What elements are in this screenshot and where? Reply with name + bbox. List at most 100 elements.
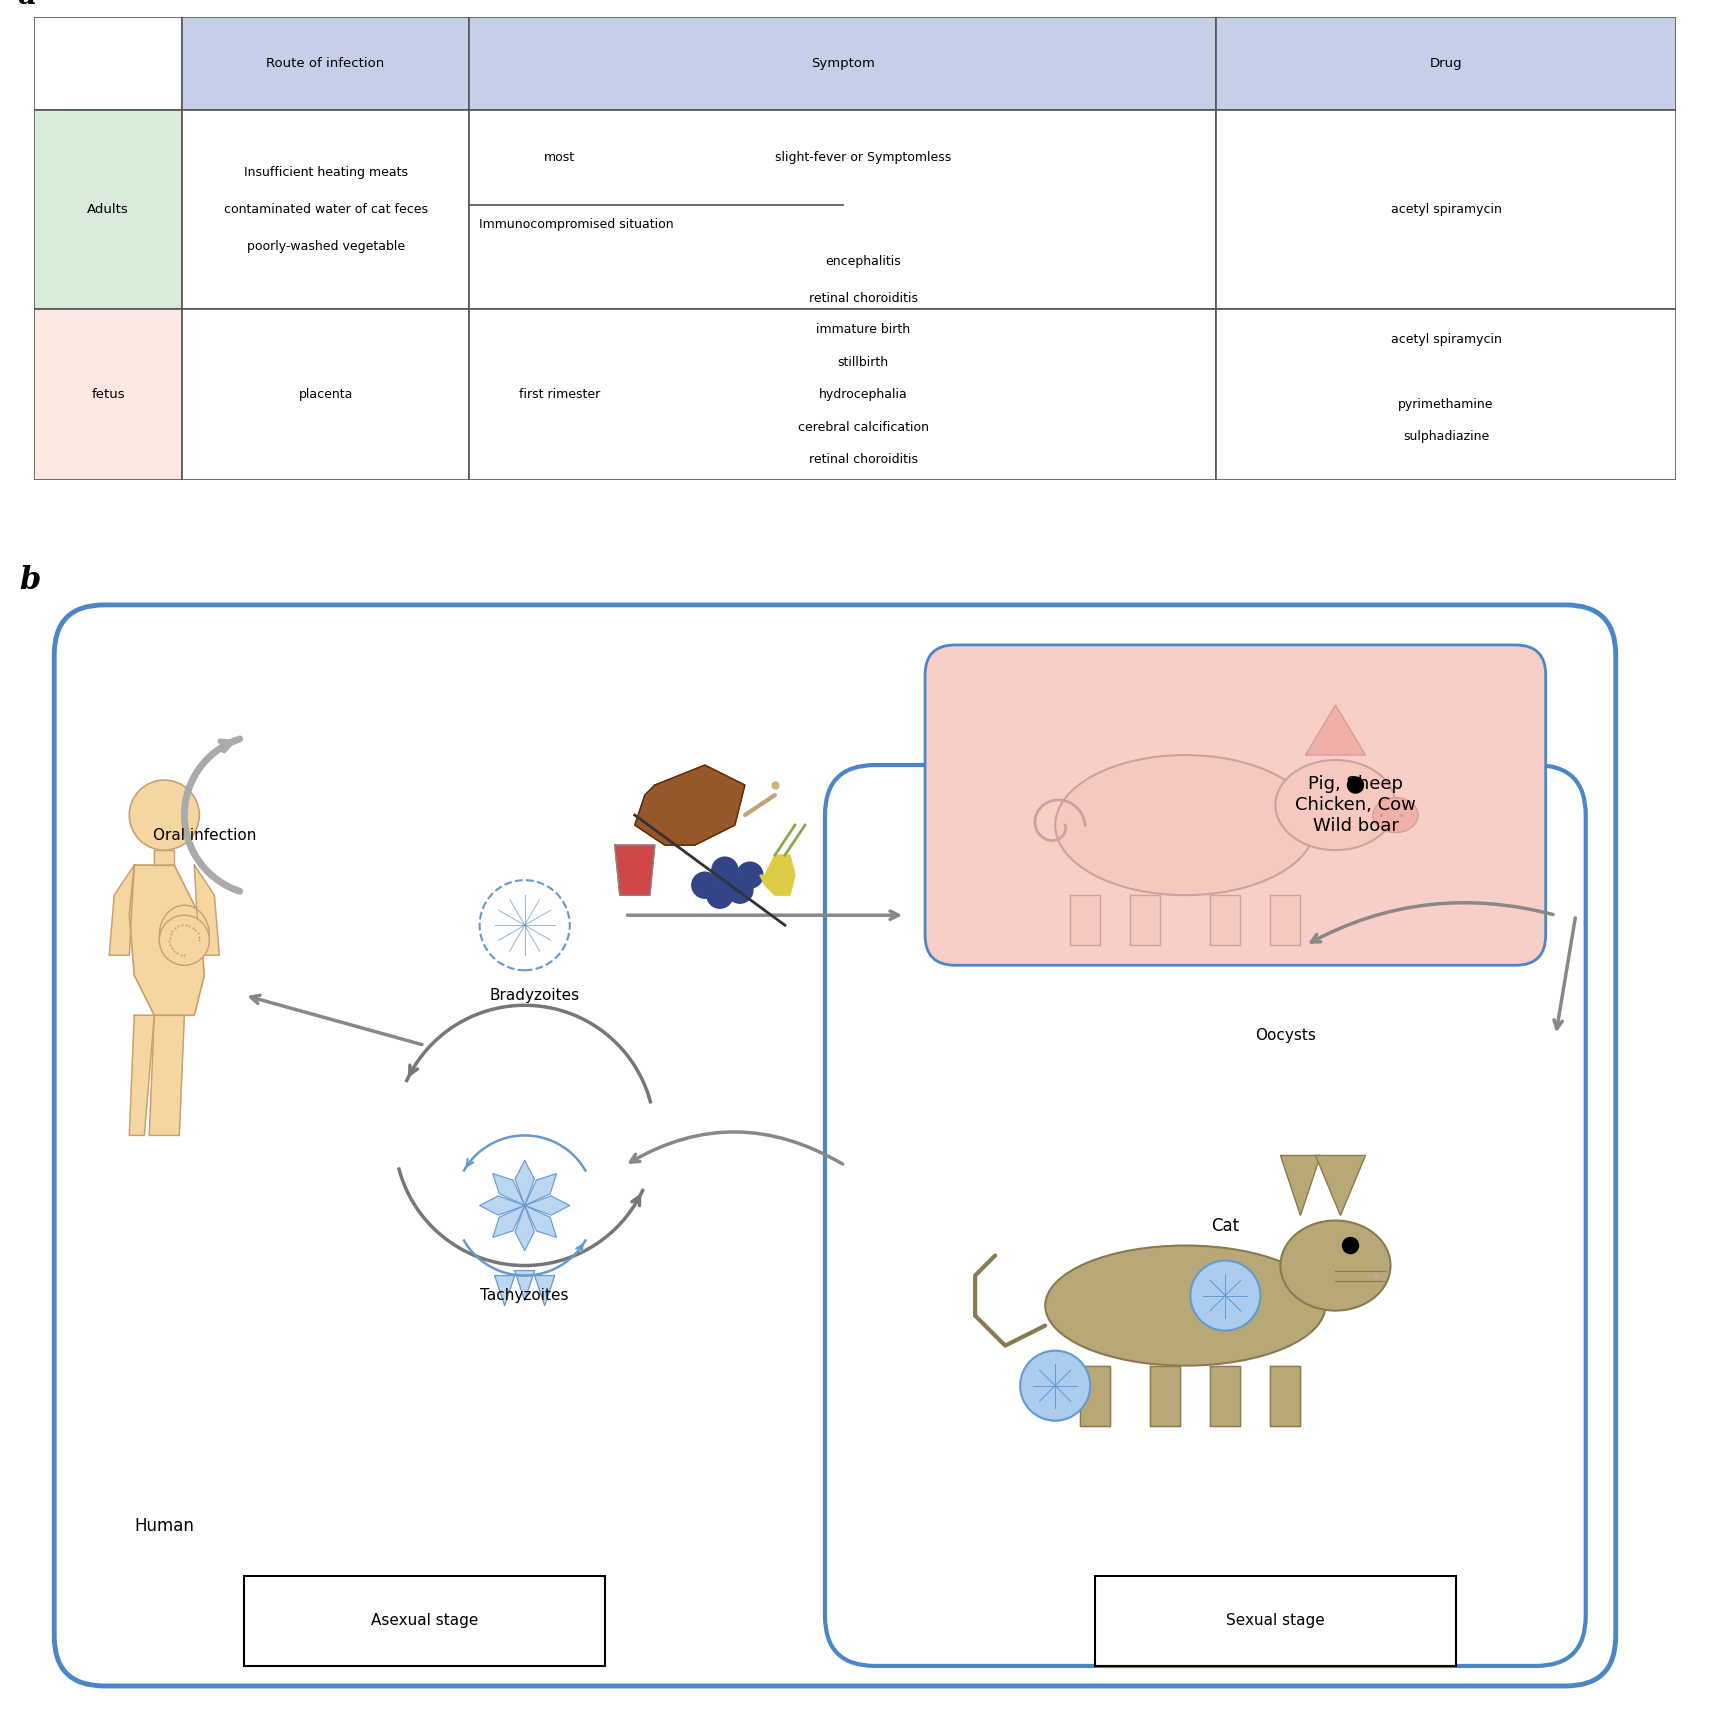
Ellipse shape [1373, 798, 1418, 832]
Bar [34, 17, 181, 110]
Polygon shape [1281, 1155, 1320, 1215]
Text: hydrocephalia: hydrocephalia [819, 388, 908, 402]
Text: stillbirth: stillbirth [838, 355, 889, 369]
Circle shape [706, 882, 734, 908]
Text: acetyl spiramycin: acetyl spiramycin [1390, 202, 1501, 216]
Circle shape [1021, 1350, 1091, 1421]
Text: Adults: Adults [87, 202, 128, 216]
Bar [469, 17, 1216, 110]
Circle shape [1190, 1261, 1260, 1330]
Text: Asexual stage: Asexual stage [371, 1613, 479, 1628]
Polygon shape [759, 855, 795, 896]
Circle shape [737, 861, 763, 889]
Text: pyrimethamine: pyrimethamine [1399, 398, 1495, 410]
Text: Immunocompromised situation: Immunocompromised situation [479, 218, 674, 232]
Ellipse shape [159, 906, 209, 964]
Text: Sexual stage: Sexual stage [1226, 1613, 1325, 1628]
Text: poorly-washed vegetable: poorly-washed vegetable [246, 240, 405, 252]
Text: Tachyzoites: Tachyzoites [481, 1289, 569, 1302]
Bar [1216, 309, 1676, 480]
Bar [34, 309, 181, 480]
Text: Human: Human [135, 1517, 195, 1534]
Bar [1216, 17, 1676, 110]
Text: cerebral calcification: cerebral calcification [797, 420, 929, 434]
Bar [469, 309, 1216, 480]
Circle shape [159, 915, 209, 964]
Polygon shape [154, 849, 174, 865]
Text: Route of infection: Route of infection [267, 57, 385, 70]
Text: slight-fever or Symptomless: slight-fever or Symptomless [775, 151, 951, 165]
Polygon shape [1315, 1155, 1366, 1215]
Polygon shape [479, 1196, 525, 1215]
Circle shape [711, 858, 739, 884]
Polygon shape [149, 1016, 185, 1136]
Polygon shape [1130, 896, 1161, 946]
Text: Cat: Cat [1211, 1217, 1240, 1234]
FancyBboxPatch shape [245, 1575, 605, 1666]
Text: Oral infection: Oral infection [152, 827, 256, 843]
Ellipse shape [1281, 1220, 1390, 1311]
Text: a: a [17, 0, 38, 10]
Polygon shape [1271, 896, 1300, 946]
Bar [181, 309, 469, 480]
Text: Drug: Drug [1430, 57, 1462, 70]
Text: Bradyzoites: Bradyzoites [489, 988, 580, 1002]
Circle shape [1342, 1237, 1358, 1253]
Polygon shape [1271, 1366, 1300, 1426]
Polygon shape [494, 1275, 515, 1306]
Text: Symptom: Symptom [811, 57, 874, 70]
Circle shape [1347, 777, 1363, 793]
Text: contaminated water of cat feces: contaminated water of cat feces [224, 202, 428, 216]
Polygon shape [1081, 1366, 1110, 1426]
Text: retinal choroiditis: retinal choroiditis [809, 292, 918, 305]
Text: Pig, Sheep
Chicken, Cow
Wild boar: Pig, Sheep Chicken, Cow Wild boar [1294, 776, 1416, 836]
Polygon shape [515, 1270, 535, 1301]
Polygon shape [525, 1174, 556, 1206]
Ellipse shape [1055, 755, 1315, 896]
Polygon shape [109, 865, 135, 956]
Text: b: b [19, 565, 41, 595]
Circle shape [693, 872, 718, 897]
Text: first rimester: first rimester [518, 388, 600, 402]
FancyBboxPatch shape [1094, 1575, 1455, 1666]
Ellipse shape [1045, 1246, 1325, 1366]
Polygon shape [492, 1174, 525, 1206]
Text: immature birth: immature birth [816, 323, 910, 336]
Polygon shape [525, 1196, 569, 1215]
Polygon shape [1211, 1366, 1240, 1426]
Polygon shape [1211, 896, 1240, 946]
Polygon shape [535, 1275, 554, 1306]
FancyBboxPatch shape [925, 645, 1546, 964]
Text: retinal choroiditis: retinal choroiditis [809, 453, 918, 467]
Polygon shape [515, 1206, 534, 1251]
Text: fetus: fetus [91, 388, 125, 402]
FancyBboxPatch shape [824, 765, 1585, 1666]
Circle shape [130, 781, 200, 849]
Polygon shape [195, 865, 219, 956]
Text: placenta: placenta [299, 388, 352, 402]
Polygon shape [634, 765, 746, 846]
Text: sulphadiazine: sulphadiazine [1402, 431, 1489, 443]
Polygon shape [616, 846, 655, 896]
Text: acetyl spiramycin: acetyl spiramycin [1390, 333, 1501, 345]
Text: Insufficient heating meats: Insufficient heating meats [243, 166, 407, 178]
Bar [469, 110, 1216, 309]
Ellipse shape [1276, 760, 1395, 849]
FancyBboxPatch shape [55, 606, 1616, 1685]
Polygon shape [1305, 705, 1366, 755]
Text: Oocysts: Oocysts [1255, 1028, 1317, 1043]
Polygon shape [515, 1160, 534, 1206]
Circle shape [727, 877, 752, 903]
Polygon shape [1070, 896, 1100, 946]
Text: encephalitis: encephalitis [826, 256, 901, 268]
Bar [1216, 110, 1676, 309]
Bar [34, 110, 181, 309]
Text: most: most [544, 151, 575, 165]
Polygon shape [492, 1206, 525, 1237]
Polygon shape [525, 1206, 556, 1237]
Bar [181, 17, 469, 110]
Bar [181, 110, 469, 309]
Polygon shape [130, 865, 205, 1016]
Polygon shape [130, 1016, 154, 1136]
Polygon shape [1151, 1366, 1180, 1426]
